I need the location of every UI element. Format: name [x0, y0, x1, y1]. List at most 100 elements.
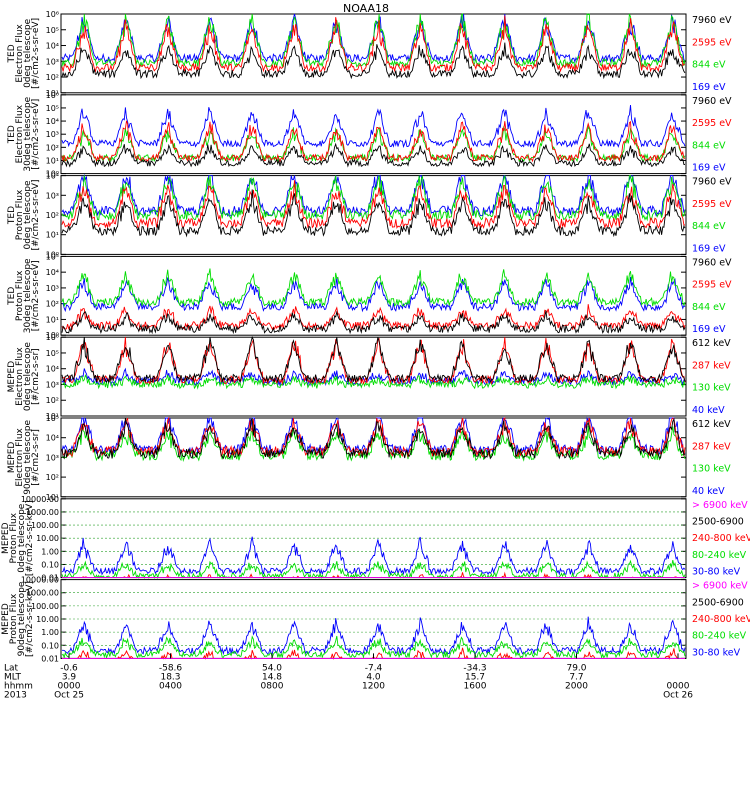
series-trace: [61, 310, 686, 335]
series-trace: [61, 104, 686, 149]
legend-entry: 169 eV: [692, 324, 726, 335]
y-axis-label: Proton Flux: [9, 512, 19, 563]
x-tick-label: 2000: [565, 681, 588, 691]
series-trace: [61, 173, 686, 218]
y-tick-label: 10¹: [46, 315, 59, 324]
legend-entry: 2595 eV: [692, 199, 732, 210]
series-trace: [61, 189, 686, 238]
legend-entry: 2595 eV: [692, 118, 732, 129]
y-axis-label: [#/cm2-s-sr-eV]: [31, 99, 41, 170]
y-axis-label: 30deg telescope: [23, 96, 33, 171]
x-tick-label: -58.6: [159, 663, 183, 673]
x-tick-label: 1600: [464, 681, 487, 691]
y-tick-label: 0.01: [41, 574, 59, 583]
y-tick-label: 10²: [46, 300, 59, 309]
series-trace: [61, 417, 686, 460]
y-tick-label: 10³: [46, 380, 59, 389]
legend-entry: > 6900 keV: [692, 581, 748, 592]
x-axis-row-label: hhmm: [4, 681, 33, 691]
x-tick-label: 14.8: [262, 672, 282, 682]
y-axis-label: TED: [7, 44, 17, 63]
legend-entry: 30-80 keV: [692, 567, 741, 578]
y-tick-label: 10⁶: [46, 91, 59, 100]
x-tick-label: 79.0: [566, 663, 586, 673]
y-tick-label: 10²: [46, 211, 59, 220]
legend-entry: 40 keV: [692, 405, 725, 416]
legend-entry: 240-800 keV: [692, 533, 750, 544]
y-axis-label: Proton Flux: [9, 593, 19, 644]
series-trace: [61, 42, 686, 80]
y-tick-label: 10⁰: [46, 170, 59, 179]
y-axis-label: MEPED: [7, 442, 17, 474]
y-tick-label: 10000.00: [21, 495, 59, 504]
y-axis-label: 90deg telescope: [23, 420, 33, 495]
y-axis-label: [#/cm2-s-sr-keV]: [25, 500, 35, 576]
legend-entry: 240-800 keV: [692, 614, 750, 625]
legend-entry: 844 eV: [692, 140, 726, 151]
y-tick-label: 10²: [46, 396, 59, 405]
y-tick-label: 10¹: [46, 156, 59, 165]
y-axis-label: [#/cm2-s-sr-eV]: [31, 260, 41, 331]
legend-entry: 80-240 keV: [692, 631, 747, 642]
legend-entry: 130 keV: [692, 464, 731, 475]
y-tick-label: 100.00: [31, 521, 59, 530]
y-axis-label: [#/cm2-s-sr]: [31, 348, 41, 405]
legend-entry: 80-240 keV: [692, 550, 747, 561]
series-trace: [61, 304, 686, 332]
x-tick-label: 18.3: [160, 672, 180, 682]
legend-entry: 40 keV: [692, 486, 725, 497]
y-tick-label: 10⁴: [46, 117, 59, 126]
panel-frame: [60, 94, 687, 175]
x-axis-row-label: Lat: [4, 663, 19, 673]
y-tick-label: 10⁰: [46, 250, 59, 259]
y-tick-label: 0.10: [41, 560, 59, 569]
series-trace: [61, 425, 686, 462]
y-tick-label: 10¹: [46, 493, 59, 502]
x-tick-label: 0000: [667, 681, 690, 691]
legend-entry: 130 keV: [692, 383, 731, 394]
legend-entry: 2500-6900: [692, 597, 744, 608]
series-trace: [61, 559, 686, 580]
x-axis-row-label: 2013: [4, 690, 27, 700]
y-axis-label: Proton Flux: [15, 189, 25, 240]
series-trace: [61, 635, 686, 660]
x-tick-label: 54.0: [262, 663, 282, 673]
legend-entry: 844 eV: [692, 221, 726, 232]
series-trace: [61, 15, 686, 73]
legend-entry: 169 eV: [692, 163, 726, 174]
legend-entry: 844 eV: [692, 60, 726, 71]
series-trace: [61, 335, 686, 384]
y-tick-label: 1.00: [41, 547, 59, 556]
y-tick-label: 1000.00: [26, 508, 59, 517]
series-trace: [61, 536, 686, 576]
y-tick-label: 10³: [46, 57, 59, 66]
y-axis-label: MEPED: [7, 361, 17, 393]
series-trace: [61, 367, 686, 387]
x-tick-label: -7.4: [365, 663, 383, 673]
y-tick-label: 1.00: [41, 628, 59, 637]
series-trace: [61, 142, 686, 168]
y-tick-label: 10¹: [46, 231, 59, 240]
x-tick-label: 4.0: [366, 672, 381, 682]
y-axis-label: Proton Flux: [15, 270, 25, 321]
legend-entry: 7960 eV: [692, 15, 732, 26]
x-tick-label: 0000: [58, 681, 81, 691]
y-tick-label: 10²: [46, 473, 59, 482]
panel-8: 0.01 0.10 1.00 10.00 100.00 1000.00 10000.00 ME…: [1, 576, 750, 664]
x-tick-label: 3.9: [62, 672, 77, 682]
y-tick-label: 10⁶: [46, 333, 59, 342]
legend-entry: 7960 eV: [692, 96, 732, 107]
legend-entry: 169 eV: [692, 82, 726, 93]
legend-entry: 2595 eV: [692, 37, 732, 48]
y-axis-label: TED: [7, 125, 17, 144]
y-tick-label: 10.00: [36, 615, 59, 624]
y-axis-label: [#/cm2-s-sr-eV]: [31, 18, 41, 89]
legend-entry: 2595 eV: [692, 280, 732, 291]
panel-7: 0.01 0.10 1.00 10.00 100.00 1000.00 10000.00 ME…: [1, 495, 750, 583]
series-trace: [61, 277, 686, 313]
y-tick-label: 10⁵: [46, 252, 59, 261]
